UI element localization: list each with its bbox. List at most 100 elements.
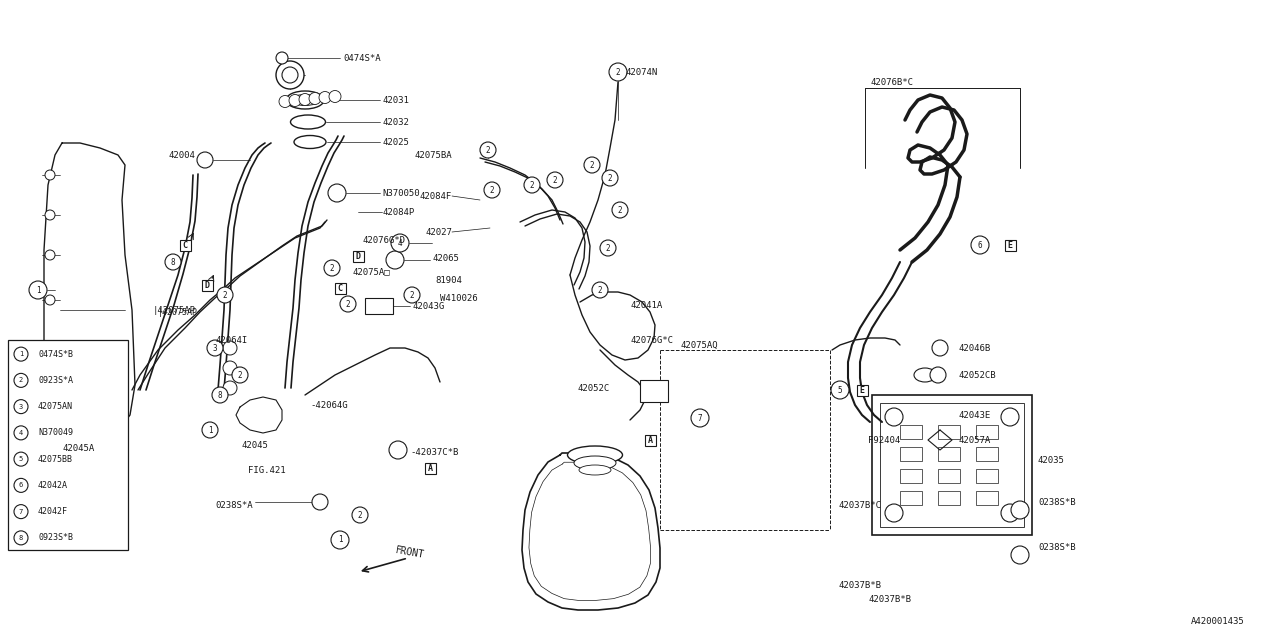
Text: 7: 7: [698, 413, 703, 422]
Text: 42074N: 42074N: [625, 67, 657, 77]
Text: 42043E: 42043E: [957, 410, 991, 419]
Circle shape: [45, 250, 55, 260]
Text: 2: 2: [330, 264, 334, 273]
Text: |42075AP: |42075AP: [154, 305, 196, 314]
Text: 8: 8: [170, 257, 175, 266]
Circle shape: [300, 93, 311, 106]
Text: 42075AN: 42075AN: [38, 402, 73, 411]
Circle shape: [218, 287, 233, 303]
Circle shape: [352, 507, 369, 523]
Circle shape: [1011, 546, 1029, 564]
Text: E: E: [1007, 241, 1012, 250]
Circle shape: [282, 67, 298, 83]
Ellipse shape: [914, 368, 936, 382]
Bar: [938, 425, 960, 439]
Text: 3: 3: [19, 404, 23, 410]
Bar: [645, 435, 655, 445]
Bar: [938, 469, 960, 483]
Ellipse shape: [291, 95, 319, 106]
Bar: [881, 403, 1024, 527]
Text: 42042A: 42042A: [38, 481, 68, 490]
Text: 4: 4: [19, 430, 23, 436]
Circle shape: [308, 93, 321, 104]
Bar: [425, 463, 435, 474]
Text: 0474S*B: 0474S*B: [38, 349, 73, 358]
Circle shape: [212, 387, 228, 403]
Circle shape: [584, 157, 600, 173]
Text: 0238S*B: 0238S*B: [1038, 497, 1075, 506]
Bar: [938, 447, 960, 461]
Text: 0238S*B: 0238S*B: [1038, 543, 1075, 552]
Text: 1: 1: [207, 426, 212, 435]
Circle shape: [602, 170, 618, 186]
Text: 2: 2: [590, 161, 594, 170]
Ellipse shape: [573, 456, 616, 470]
Text: 0923S*A: 0923S*A: [38, 376, 73, 385]
Text: 0474S*A: 0474S*A: [343, 54, 380, 63]
Circle shape: [324, 260, 340, 276]
Circle shape: [276, 52, 288, 64]
Text: 5: 5: [837, 385, 842, 394]
Circle shape: [29, 281, 47, 299]
Bar: [938, 491, 960, 505]
Text: 42035: 42035: [1038, 456, 1065, 465]
Text: 7: 7: [19, 509, 23, 515]
Ellipse shape: [294, 136, 326, 148]
Circle shape: [340, 296, 356, 312]
Text: F92404: F92404: [868, 435, 900, 445]
Circle shape: [691, 409, 709, 427]
Text: 2: 2: [223, 291, 228, 300]
Text: 2: 2: [598, 285, 603, 294]
Text: 42075AQ: 42075AQ: [680, 340, 718, 349]
Circle shape: [319, 92, 332, 104]
Circle shape: [1001, 504, 1019, 522]
Text: N370049: N370049: [38, 428, 73, 437]
Text: 42076G*D: 42076G*D: [362, 236, 404, 244]
Circle shape: [600, 240, 616, 256]
Text: 42027: 42027: [425, 227, 452, 237]
Circle shape: [480, 142, 497, 158]
Circle shape: [289, 95, 301, 106]
Text: A: A: [428, 463, 433, 472]
Text: 8: 8: [19, 535, 23, 541]
Ellipse shape: [291, 115, 325, 129]
Circle shape: [831, 381, 849, 399]
Text: 1: 1: [19, 351, 23, 357]
Text: 42065: 42065: [433, 253, 458, 262]
Text: 6: 6: [978, 241, 982, 250]
Text: 42043G: 42043G: [412, 301, 444, 310]
Bar: [365, 298, 393, 314]
Text: 2: 2: [553, 175, 557, 184]
Circle shape: [932, 340, 948, 356]
Circle shape: [14, 426, 28, 440]
Circle shape: [14, 399, 28, 413]
Circle shape: [884, 408, 902, 426]
Text: 0923S*B: 0923S*B: [38, 533, 73, 542]
Circle shape: [328, 184, 346, 202]
Circle shape: [14, 373, 28, 387]
Text: 6: 6: [19, 483, 23, 488]
Circle shape: [390, 234, 410, 252]
Circle shape: [972, 236, 989, 254]
Bar: [1005, 239, 1015, 250]
Ellipse shape: [285, 91, 324, 109]
Text: 42052C: 42052C: [577, 383, 611, 392]
Circle shape: [202, 422, 218, 438]
Text: 2: 2: [485, 145, 490, 154]
Circle shape: [14, 347, 28, 361]
Text: 2: 2: [357, 511, 362, 520]
Text: 42037B*C: 42037B*C: [838, 500, 881, 509]
Circle shape: [45, 170, 55, 180]
Bar: [900, 425, 922, 439]
Text: 2: 2: [238, 371, 242, 380]
Circle shape: [609, 63, 627, 81]
Bar: [977, 447, 998, 461]
Circle shape: [14, 452, 28, 466]
Bar: [8, 340, 128, 550]
Text: FRONT: FRONT: [396, 545, 426, 561]
Circle shape: [197, 152, 212, 168]
Text: 42037B*B: 42037B*B: [868, 595, 911, 605]
Bar: [977, 425, 998, 439]
Text: 42084F: 42084F: [420, 191, 452, 200]
Text: A420001435: A420001435: [1192, 618, 1245, 627]
